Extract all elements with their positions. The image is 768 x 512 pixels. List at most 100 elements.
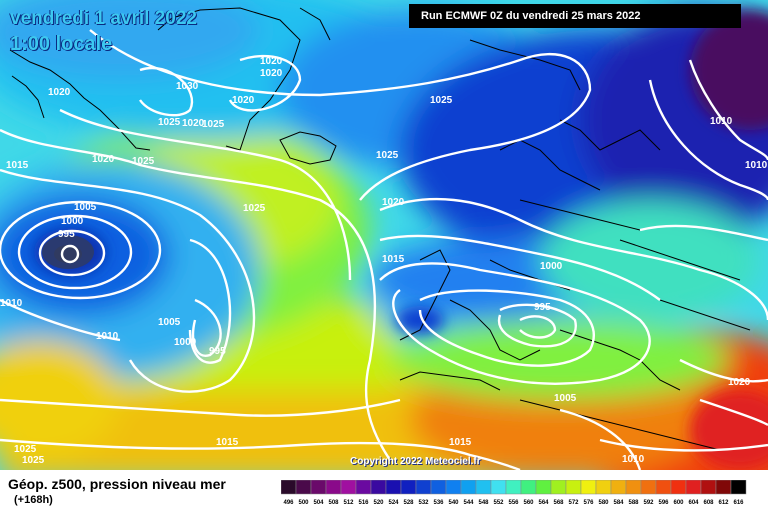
legend-tick-label: 500 (298, 500, 309, 506)
legend-tick-label: 572 (568, 500, 579, 506)
legend-tick-label: 540 (448, 500, 459, 506)
legend-swatch (295, 480, 312, 495)
pressure-label: 1020 (232, 95, 255, 106)
legend-tick-label: 520 (373, 500, 384, 506)
pressure-label: 995 (209, 346, 226, 357)
pressure-label: 1005 (554, 393, 577, 404)
legend-tick-label: 604 (688, 500, 699, 506)
legend-tick-label: 580 (598, 500, 609, 506)
pressure-label: 1015 (6, 160, 29, 171)
legend-tick-label: 496 (283, 500, 294, 506)
pressure-label: 1020 (382, 197, 405, 208)
legend-swatch (580, 480, 597, 495)
legend-swatch (355, 480, 372, 495)
legend-swatch (370, 480, 387, 495)
legend-swatch (640, 480, 657, 495)
legend-tick-label: 608 (703, 500, 714, 506)
forecast-date: vendredi 1 avril 2022 (10, 8, 197, 29)
legend-swatch (430, 480, 447, 495)
pressure-label: 1010 (0, 298, 23, 309)
pressure-label: 1020 (48, 87, 71, 98)
legend-swatch (700, 480, 717, 495)
legend-tick-label: 512 (343, 500, 354, 506)
legend-tick-label: 576 (583, 500, 594, 506)
legend-tick-label: 528 (403, 500, 414, 506)
pressure-label: 1025 (202, 119, 225, 130)
legend-tick-label: 548 (478, 500, 489, 506)
legend-tick-label: 544 (463, 500, 474, 506)
legend-swatch (520, 480, 537, 495)
legend-tick-label: 616 (733, 500, 744, 506)
lead-time: (+168h) (14, 494, 53, 506)
legend-swatch (460, 480, 477, 495)
copyright: Copyright 2022 Meteociel.fr (350, 456, 481, 467)
legend-swatch (550, 480, 567, 495)
legend-swatch (281, 480, 297, 495)
legend-tick-label: 596 (658, 500, 669, 506)
pressure-label: 1010 (96, 331, 119, 342)
pressure-label: 1005 (158, 317, 181, 328)
pressure-label: 1015 (382, 254, 405, 265)
legend-tick-label: 556 (508, 500, 519, 506)
legend-swatch (505, 480, 522, 495)
legend-tick-label: 592 (643, 500, 654, 506)
legend-tick-label: 524 (388, 500, 399, 506)
geopotential-field (0, 0, 768, 470)
legend-tick-label: 612 (718, 500, 729, 506)
isobars (0, 29, 768, 470)
pressure-label: 1000 (540, 261, 563, 272)
legend-swatch (475, 480, 492, 495)
legend-swatch (325, 480, 342, 495)
legend-swatch (670, 480, 687, 495)
legend-tick-label: 536 (433, 500, 444, 506)
coastlines (9, 7, 751, 451)
legend-swatch (445, 480, 462, 495)
weather-map: 1020 1030 1020 1020 1020 1025 1020 1025 1025 1015… (0, 0, 768, 470)
pressure-label: 1025 (430, 95, 453, 106)
map-title: Géop. z500, pression niveau mer (8, 476, 226, 492)
legend-tick-label: 532 (418, 500, 429, 506)
pressure-label: 1025 (132, 156, 155, 167)
legend-tick-label: 516 (358, 500, 369, 506)
legend-tick-label: 504 (313, 500, 324, 506)
pressure-label: 1000 (174, 337, 197, 348)
legend-tick-label: 552 (493, 500, 504, 506)
run-info: Run ECMWF 0Z du vendredi 25 mars 2022 (409, 4, 741, 28)
legend-swatch (385, 480, 402, 495)
legend-swatch (400, 480, 417, 495)
legend-swatch (715, 480, 732, 495)
pressure-label: 1020 (182, 118, 205, 129)
pressure-label: 995 (534, 302, 551, 313)
pressure-label: 1030 (176, 81, 199, 92)
pressure-label: 1010 (622, 454, 645, 465)
legend-tick-label: 508 (328, 500, 339, 506)
pressure-label: 1015 (216, 437, 239, 448)
pressure-label: 1020 (728, 377, 751, 388)
pressure-label: 1000 (61, 216, 84, 227)
pressure-label: 1010 (710, 116, 733, 127)
legend-tick-label: 584 (613, 500, 624, 506)
legend-swatch (490, 480, 507, 495)
legend-swatch (625, 480, 642, 495)
pressure-label: 1005 (74, 202, 97, 213)
legend-tick-label: 588 (628, 500, 639, 506)
legend-swatches (281, 480, 747, 495)
pressure-label: 1025 (14, 444, 37, 455)
color-scale-legend: 496 500 504 508 512 516 520 524 528 532 536 540 544 5… (281, 480, 747, 506)
legend-swatch (730, 480, 747, 495)
pressure-label: 1025 (22, 455, 45, 466)
forecast-time: 1:00 locale (10, 33, 113, 55)
pressure-label: 1020 (92, 154, 115, 165)
legend-tick-label: 568 (553, 500, 564, 506)
legend-swatch (610, 480, 627, 495)
legend-swatch (415, 480, 432, 495)
legend-swatch (310, 480, 327, 495)
legend-swatch (565, 480, 582, 495)
pressure-label: 1025 (243, 203, 266, 214)
legend-swatch (340, 480, 357, 495)
pressure-label: 1010 (745, 160, 768, 171)
legend-swatch (655, 480, 672, 495)
legend-swatch (535, 480, 552, 495)
